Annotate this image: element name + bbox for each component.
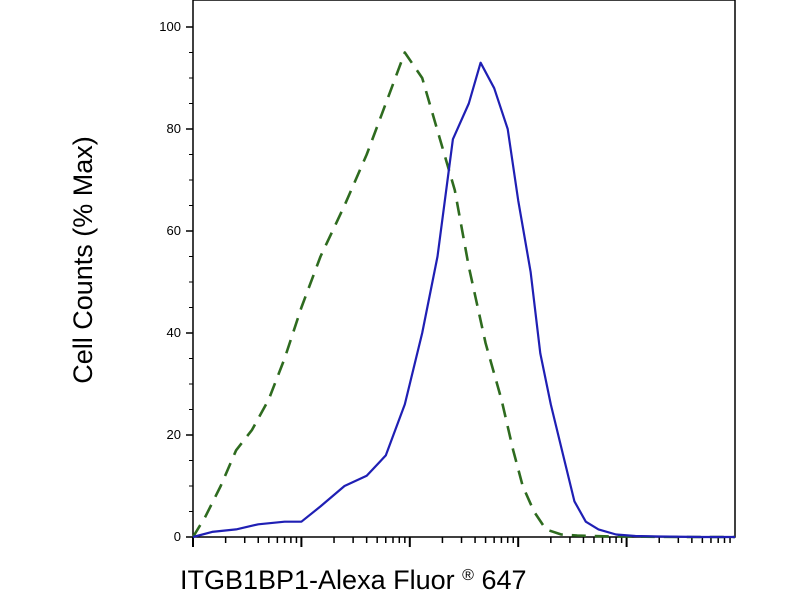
x-axis-title-text: ITGB1BP1-Alexa Fluor: [180, 565, 455, 595]
stained-histogram-line: [192, 61, 735, 539]
x-axis-title-suffix: 647: [481, 565, 526, 595]
control-histogram-line: [191, 51, 735, 539]
y-tick-label: 0: [174, 529, 181, 544]
x-axis-title: ITGB1BP1-Alexa Fluor ® 647: [180, 556, 527, 595]
y-tick-label: 40: [167, 325, 181, 340]
plot-area: 0 20 40 60 80 100: [159, 0, 736, 547]
y-tick-label: 20: [167, 427, 181, 442]
plot-frame: [192, 0, 736, 538]
y-tick-label: 80: [167, 121, 181, 136]
y-tick-label: 100: [159, 19, 181, 34]
y-tick-label: 60: [167, 223, 181, 238]
x-axis-title-superscript: ®: [462, 567, 474, 584]
y-axis-title: Cell Counts (% Max): [68, 136, 98, 384]
